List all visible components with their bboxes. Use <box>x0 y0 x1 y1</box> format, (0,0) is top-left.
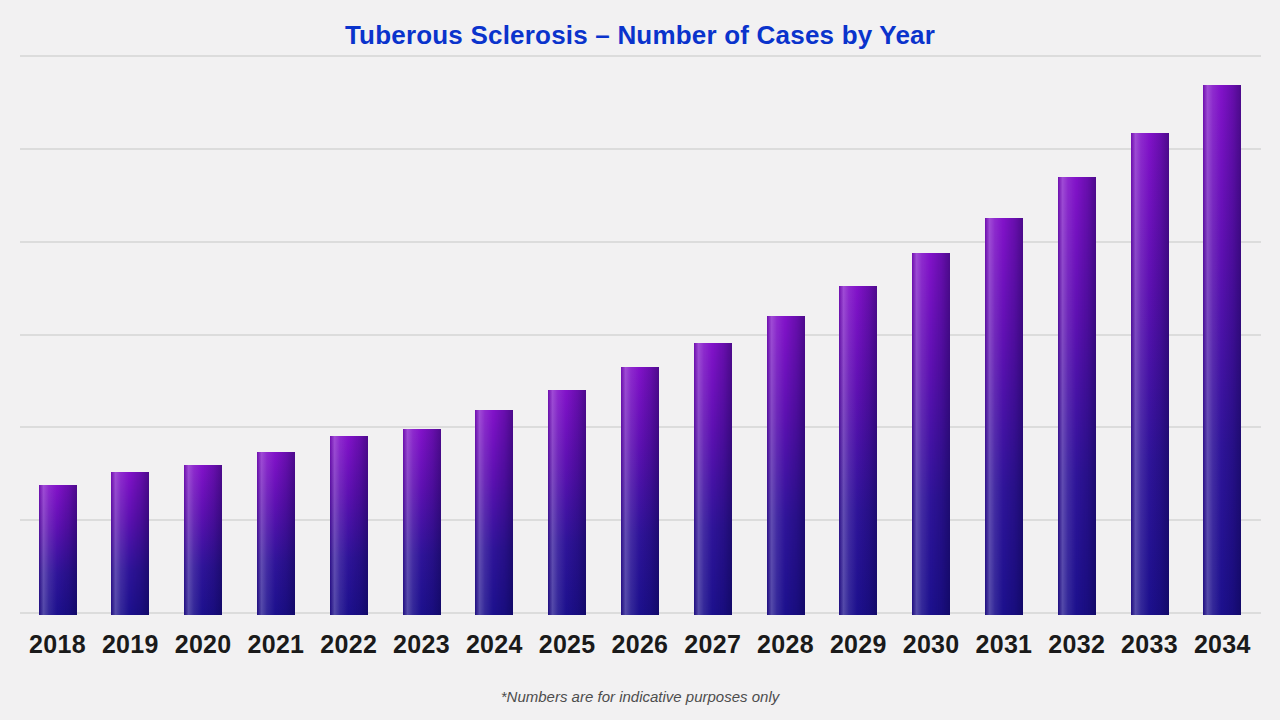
bar-2021 <box>257 452 295 615</box>
bar-2026 <box>621 367 659 615</box>
bar-2019 <box>111 472 149 615</box>
bar-2020 <box>184 465 222 615</box>
gridline <box>20 55 1261 57</box>
bar-2030 <box>912 253 950 615</box>
bar-2031 <box>985 218 1023 615</box>
x-tick-label-2034: 2034 <box>1177 630 1267 659</box>
chart-title: Tuberous Sclerosis – Number of Cases by … <box>0 20 1280 51</box>
chart-footnote: *Numbers are for indicative purposes onl… <box>0 688 1280 705</box>
bar-2032 <box>1058 177 1096 615</box>
bar-2018 <box>39 485 77 615</box>
bar-2024 <box>475 410 513 615</box>
bar-2023 <box>403 429 441 615</box>
bar-2034 <box>1203 85 1241 615</box>
plot-area <box>20 56 1261 613</box>
chart-page: Tuberous Sclerosis – Number of Cases by … <box>0 0 1280 720</box>
bar-2027 <box>694 343 732 615</box>
bar-2029 <box>839 286 877 615</box>
gridline <box>20 148 1261 150</box>
bar-2028 <box>767 316 805 615</box>
bar-2022 <box>330 436 368 615</box>
bar-2033 <box>1131 133 1169 615</box>
bar-2025 <box>548 390 586 615</box>
